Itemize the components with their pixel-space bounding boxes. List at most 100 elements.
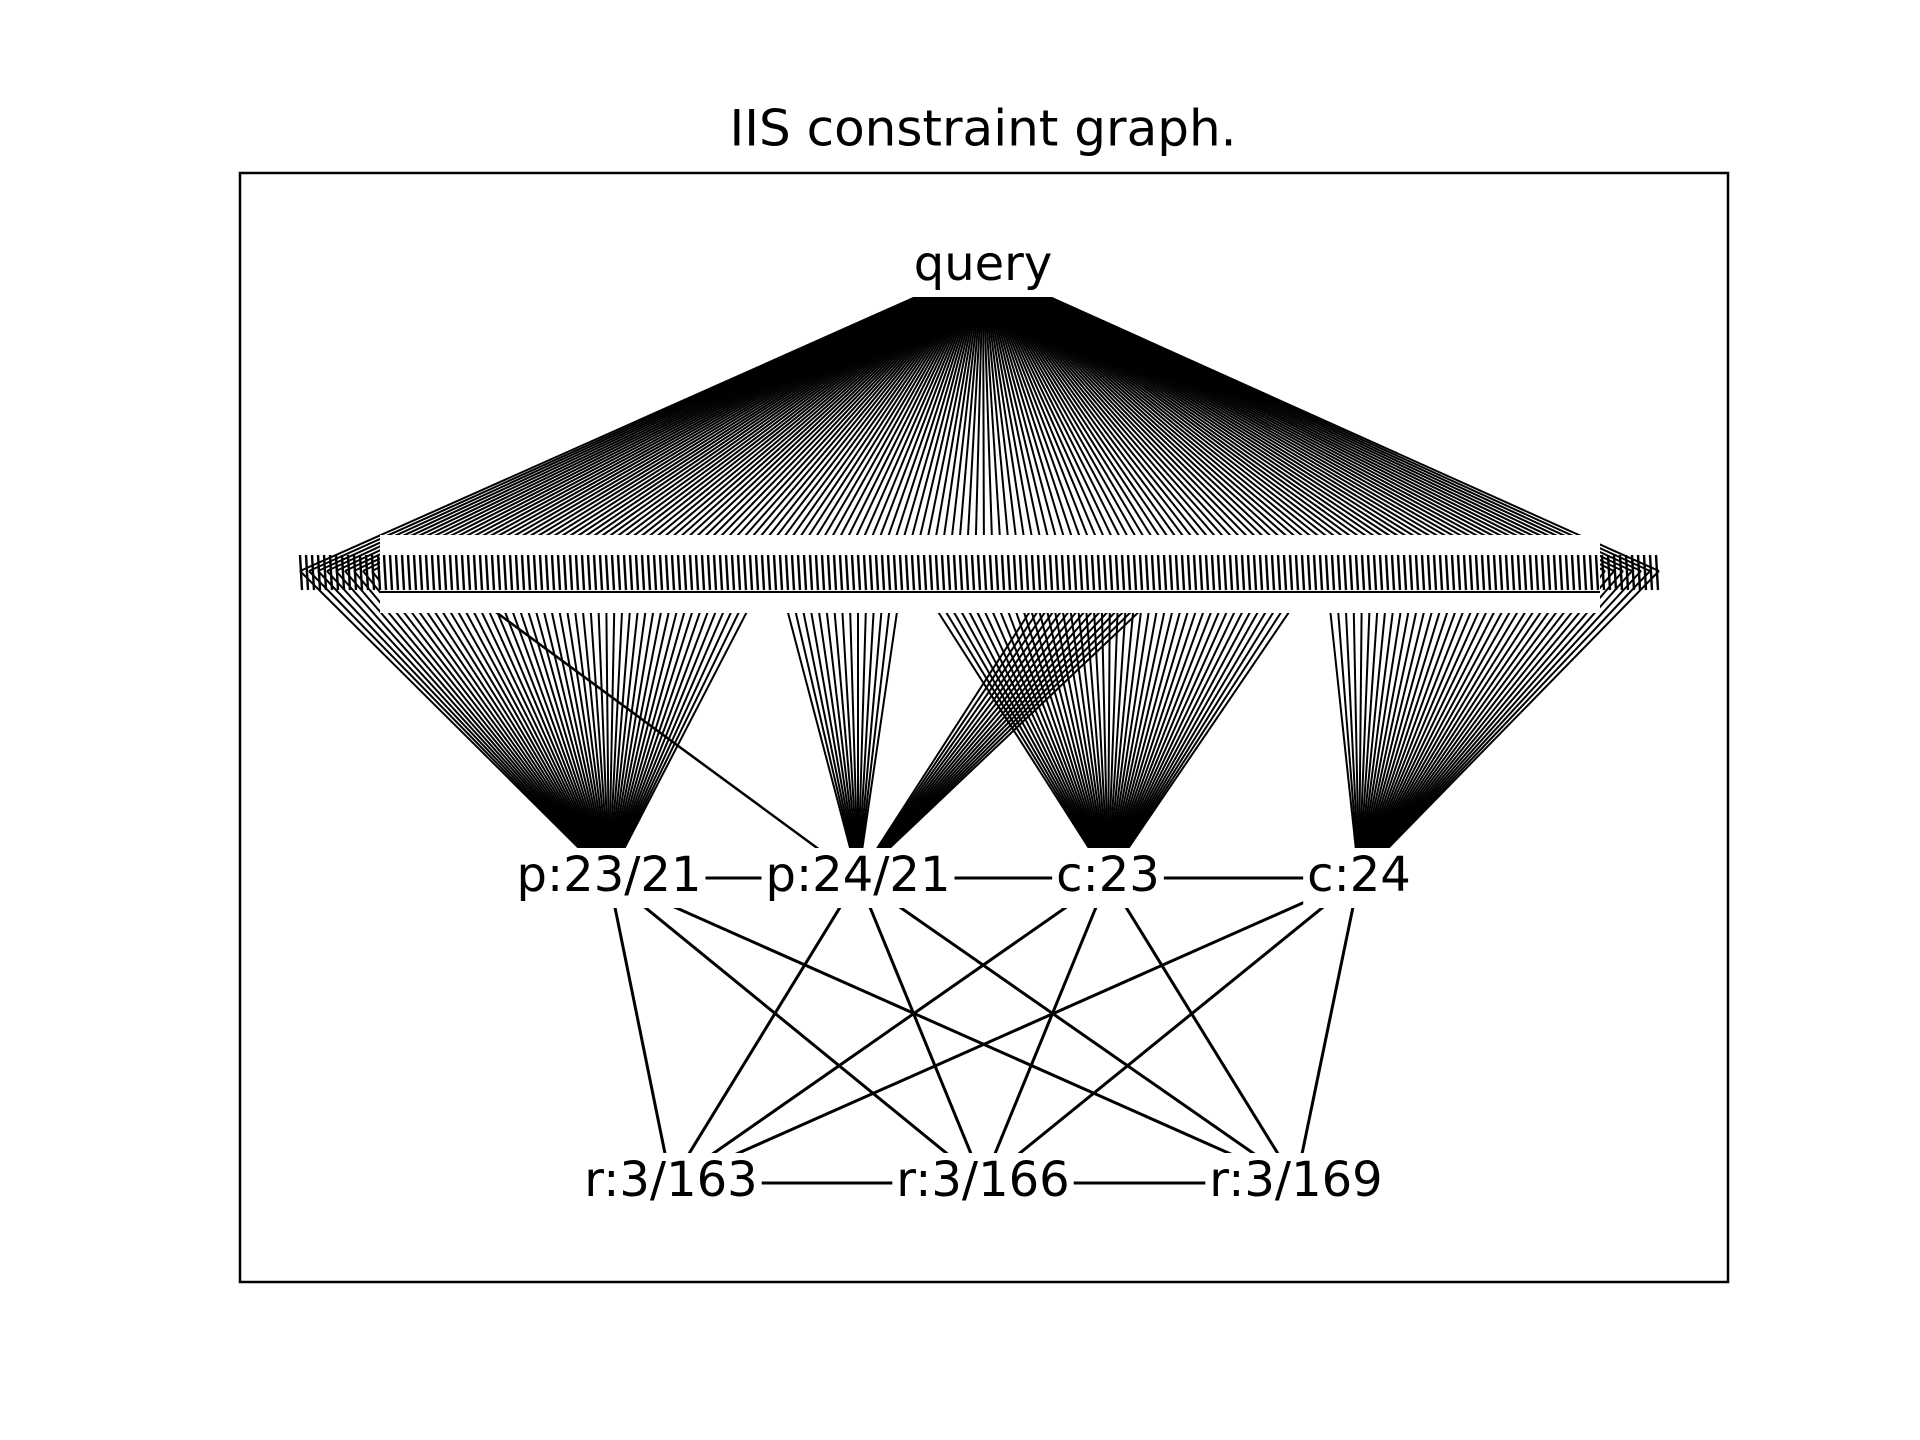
edge xyxy=(857,570,904,879)
edge xyxy=(542,570,610,879)
label-glyphs xyxy=(1330,554,1336,591)
edge xyxy=(893,266,984,572)
edge xyxy=(497,570,610,879)
label-glyphs xyxy=(1468,554,1474,591)
label-glyphs xyxy=(1336,554,1342,591)
edge xyxy=(641,266,984,572)
edge xyxy=(982,266,1237,572)
edge xyxy=(767,266,984,572)
label-glyphs xyxy=(1360,554,1366,591)
label-glyphs xyxy=(994,554,1000,591)
edge xyxy=(1037,570,1109,879)
label-glyphs xyxy=(1516,554,1522,591)
edge xyxy=(608,570,661,879)
label-glyphs xyxy=(598,554,604,591)
node-label: p:23/21 xyxy=(517,847,702,903)
label-glyphs xyxy=(1030,554,1036,591)
node-label: query xyxy=(914,236,1053,292)
edge xyxy=(982,266,1291,572)
label-glyphs xyxy=(916,554,922,591)
labels: query p:23/21 p:24/21 c:23 c:24 r:3/163 r:3/16… xyxy=(298,236,1660,1213)
edges xyxy=(299,266,1660,1185)
edge xyxy=(515,570,610,879)
edge xyxy=(353,570,610,879)
label-glyphs xyxy=(1534,554,1540,591)
label-glyphs xyxy=(1624,554,1630,591)
label-glyphs xyxy=(1288,554,1294,591)
edge xyxy=(1294,877,1361,1184)
edge xyxy=(875,266,984,572)
edge xyxy=(608,570,652,879)
label-glyphs xyxy=(1480,554,1486,591)
edge xyxy=(1091,570,1109,879)
edge xyxy=(1107,570,1282,879)
edge xyxy=(608,570,625,879)
edge xyxy=(982,266,994,572)
node-box xyxy=(580,1153,762,1213)
label-glyphs xyxy=(442,554,448,591)
edge xyxy=(1358,570,1525,879)
label-glyphs xyxy=(1210,554,1216,591)
label-glyphs xyxy=(1186,554,1192,591)
edge xyxy=(608,570,616,879)
edge xyxy=(1358,570,1426,879)
label-glyphs xyxy=(1510,554,1516,591)
edge xyxy=(982,266,985,572)
edge xyxy=(857,570,886,879)
label-glyphs xyxy=(772,554,778,591)
label-glyphs xyxy=(946,554,952,591)
label-glyphs xyxy=(742,554,748,591)
label-glyphs xyxy=(574,554,580,591)
label-glyphs xyxy=(652,554,658,591)
label-glyphs xyxy=(1570,554,1576,591)
edge xyxy=(479,570,610,879)
edge xyxy=(1028,570,1109,879)
label-glyphs xyxy=(400,554,406,591)
edge xyxy=(982,266,1201,572)
label-glyphs xyxy=(1228,554,1234,591)
edge xyxy=(1082,570,1109,879)
node-label: r:3/169 xyxy=(1209,1152,1382,1208)
label-glyphs xyxy=(436,554,442,591)
edge xyxy=(1358,570,1606,879)
edge xyxy=(982,266,1066,572)
edge xyxy=(1107,570,1264,879)
label-glyphs xyxy=(1486,554,1492,591)
edge xyxy=(326,570,610,879)
edge xyxy=(982,266,1129,572)
edge xyxy=(982,266,1057,572)
edge xyxy=(452,570,610,879)
node-label: c:23 xyxy=(1056,847,1160,903)
label-glyphs xyxy=(1018,554,1024,591)
label-glyphs xyxy=(1636,554,1642,591)
edge xyxy=(982,266,1156,572)
label-glyphs xyxy=(1438,554,1444,591)
label-glyphs xyxy=(868,554,874,591)
label-glyphs xyxy=(898,554,904,591)
label-glyphs xyxy=(352,554,358,591)
label-glyphs xyxy=(832,554,838,591)
label-glyphs xyxy=(370,554,376,591)
edge xyxy=(857,570,1165,879)
edge xyxy=(608,570,715,879)
edge xyxy=(857,570,1084,879)
label-glyphs xyxy=(1258,554,1264,591)
edge xyxy=(830,570,859,879)
label-glyphs xyxy=(388,554,394,591)
edge xyxy=(1343,570,1360,879)
label-glyphs xyxy=(430,554,436,591)
label-glyphs xyxy=(1384,554,1390,591)
label-glyphs xyxy=(1528,554,1534,591)
edge xyxy=(669,877,860,1184)
label-glyphs xyxy=(1642,554,1648,591)
edge xyxy=(317,570,610,879)
label-glyphs xyxy=(586,554,592,591)
label-glyphs xyxy=(358,554,364,591)
edge xyxy=(608,876,984,1185)
edge xyxy=(1358,570,1570,879)
label-glyphs xyxy=(1456,554,1462,591)
edge xyxy=(857,570,868,879)
label-glyphs xyxy=(682,554,688,591)
label-glyphs xyxy=(466,554,472,591)
